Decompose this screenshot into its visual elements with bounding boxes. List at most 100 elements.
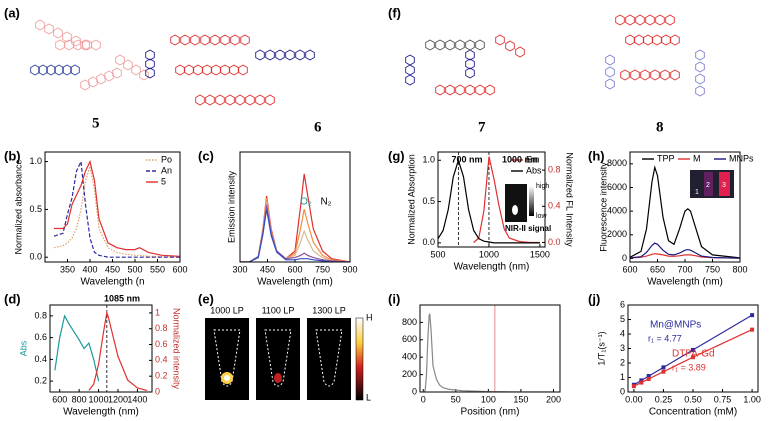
molecule-ring <box>695 61 705 73</box>
x-tick-label: 300 <box>232 264 247 274</box>
x-tick-label: 1500 <box>530 249 550 259</box>
well <box>719 172 730 196</box>
molecule-ring <box>630 69 640 81</box>
y-tick-label: 0 <box>620 386 625 396</box>
molecule-ring <box>475 84 485 96</box>
molecule-ring <box>64 39 74 51</box>
molecule-ring <box>225 94 235 106</box>
plot-frame <box>629 151 741 263</box>
series-line <box>630 165 740 259</box>
x-tick-label: 0.50 <box>684 394 702 404</box>
molecule-ring <box>211 64 221 76</box>
series-line <box>54 314 100 382</box>
x-tick-label: 100 <box>481 394 496 404</box>
molecule-ring <box>139 69 149 81</box>
y-tick-label: 3 <box>620 343 625 353</box>
x-tick-label: 1000 <box>479 249 499 259</box>
x-tick-label: 1.00 <box>743 394 761 404</box>
molecule-ring <box>475 39 485 51</box>
legend-label: MNPs <box>729 153 754 163</box>
scale-label: H <box>366 312 373 322</box>
y-tick-label: 800 <box>402 317 417 327</box>
molecule-ring <box>53 27 63 39</box>
molecule-ring <box>54 64 64 76</box>
x-tick-label: 450 <box>105 264 120 274</box>
molecule-ring <box>91 39 101 51</box>
filter-label: 1100 LP <box>262 305 295 315</box>
molecule-ring <box>220 34 230 46</box>
point <box>661 365 666 370</box>
molecule-ring <box>265 94 275 106</box>
y2-tick-label: 0.8 <box>155 323 168 333</box>
tube-outline <box>213 329 241 387</box>
molecule-ring <box>695 73 705 85</box>
molecule-ring <box>605 78 615 90</box>
inset-text: low <box>536 213 547 220</box>
molecule-ring <box>515 46 525 58</box>
point <box>639 378 644 383</box>
molecule-ring <box>115 54 125 66</box>
point <box>646 376 651 381</box>
molecule-ring <box>112 67 122 79</box>
x-axis-label: Wavelength (nm) <box>454 262 530 273</box>
y2-tick-label: 0.8 <box>548 164 561 174</box>
y2-tick-label: 0.4 <box>548 201 561 211</box>
x-tick-label: 1000 <box>89 394 109 404</box>
molecule-ring <box>645 14 655 26</box>
chart-panel: 600 650 700 750 80002000400060008000Waveleng… <box>598 151 754 288</box>
x-tick-label: 150 <box>513 394 528 404</box>
molecule-ring <box>145 49 155 61</box>
y-tick-label: 1.0 <box>29 156 42 166</box>
point <box>691 355 695 360</box>
x-tick-label: 600 <box>287 264 302 274</box>
series-line <box>53 166 180 258</box>
legend-label: DTPA-Gd <box>672 349 715 360</box>
y-tick-label: 600 <box>402 334 417 344</box>
series-line <box>53 159 180 258</box>
molecule-ring <box>55 39 65 51</box>
molecule-ring <box>46 64 56 76</box>
well <box>704 172 713 196</box>
y-tick-label: 4000 <box>607 206 627 216</box>
panel-label: (g) <box>388 148 405 163</box>
x-tick-label: 0.75 <box>714 394 732 404</box>
molecule-ring <box>652 34 662 46</box>
panel-label: (c) <box>198 148 214 163</box>
series-line <box>240 209 350 262</box>
chart-panel: 600 800 1000 1200 1400 0.2 0.4 0.6 0.8 0 0.2 0.4 0.6… <box>18 293 181 417</box>
molecule-ring <box>425 39 435 51</box>
scale-label: L <box>366 392 371 402</box>
y-tick-label: 0.4 <box>34 354 47 364</box>
series-line <box>630 253 740 259</box>
y-tick-label: 0.2 <box>34 376 47 386</box>
annotation: 1000 nm <box>502 154 538 164</box>
y-tick-label: 5 <box>620 314 625 324</box>
molecule-ring <box>695 85 705 97</box>
x-axis-label: Concentration (mM) <box>649 407 737 418</box>
point <box>750 313 755 318</box>
molecule-ring <box>193 64 203 76</box>
molecule-ring <box>170 34 180 46</box>
x-tick-label: 750 <box>315 264 330 274</box>
molecule-ring <box>44 23 54 35</box>
x-axis-label: Wavelength (n <box>80 277 144 288</box>
x-tick-label: 500 <box>430 249 445 259</box>
panel-label: (j) <box>588 291 600 306</box>
y-tick-label: 2 <box>620 357 625 367</box>
panel-label: (d) <box>4 291 21 306</box>
panel-label: (e) <box>198 291 214 306</box>
x-tick-label: 800 <box>732 264 747 274</box>
x-tick-label: 0 <box>421 394 426 404</box>
annotation: r₁ = 4.77 <box>648 333 682 343</box>
y2-tick-label: 0.2 <box>155 371 168 381</box>
x-tick-label: 1400 <box>127 394 147 404</box>
molecule-ring <box>62 64 72 76</box>
y-tick-label: 0.0 <box>422 237 435 247</box>
x-axis-label: Wavelength (nm) <box>257 277 333 288</box>
molecule-ring <box>660 69 670 81</box>
molecule-ring <box>640 69 650 81</box>
molecule-ring <box>670 69 680 81</box>
molecule-ring <box>445 39 455 51</box>
molecule-ring <box>465 67 475 79</box>
